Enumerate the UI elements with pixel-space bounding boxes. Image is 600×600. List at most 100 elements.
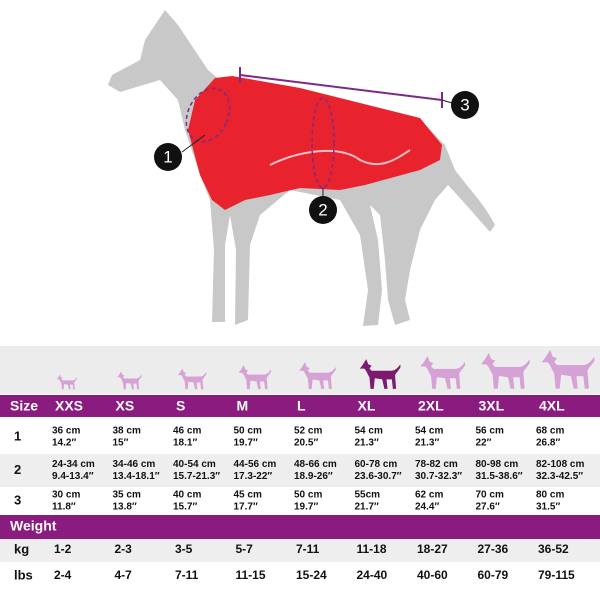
cell-cm: 50 cm [294, 490, 322, 501]
weight-cell: 36-52 [538, 542, 569, 556]
row-label: kg [14, 541, 29, 556]
dog-coat [188, 76, 442, 210]
cell-cm: 30 cm [52, 490, 80, 501]
header-bar [0, 395, 600, 417]
row-label: 2 [14, 462, 21, 477]
cell-cm: 62 cm [415, 490, 443, 501]
cell-cm: 78-82 cm [415, 459, 458, 470]
cell-cm: 40-54 cm [173, 459, 216, 470]
weight-cell: 1-2 [54, 542, 72, 556]
size-label: 3XL [479, 398, 505, 414]
cell-inch: 13.8″ [113, 502, 137, 513]
cell-cm: 70 cm [476, 490, 504, 501]
cell-inch: 24.4″ [415, 502, 439, 513]
weight-cell: 79-115 [538, 568, 575, 582]
row-label: lbs [14, 567, 33, 582]
cell-inch: 9.4-13.4″ [52, 471, 94, 482]
size-label: XS [116, 398, 135, 414]
row-bg [0, 454, 600, 487]
cell-cm: 45 cm [234, 490, 262, 501]
leader-line [441, 99, 453, 104]
row-bg [0, 562, 600, 585]
weight-cell: 4-7 [115, 568, 133, 582]
cell-inch: 19.7″ [234, 438, 258, 449]
cell-inch: 31.5″ [536, 502, 560, 513]
cell-inch: 22″ [476, 438, 492, 449]
cell-cm: 54 cm [415, 426, 443, 437]
row-bg [0, 539, 600, 562]
cell-inch: 30.7-32.3″ [415, 471, 462, 482]
cell-inch: 21.3″ [355, 438, 379, 449]
cell-cm: 50 cm [234, 426, 262, 437]
cell-inch: 31.5-38.6″ [476, 471, 523, 482]
cell-cm: 52 cm [294, 426, 322, 437]
header-label: Size [10, 398, 38, 414]
weight-cell: 24-40 [357, 568, 388, 582]
cell-cm: 60-78 cm [355, 459, 398, 470]
cell-cm: 56 cm [476, 426, 504, 437]
size-label: 4XL [539, 398, 565, 414]
dog-illustration: 1 2 3 [108, 10, 495, 326]
cell-inch: 11.8″ [52, 502, 76, 513]
weight-cell: 15-24 [296, 568, 327, 582]
cell-cm: 54 cm [355, 426, 383, 437]
cell-inch: 18.9-26″ [294, 471, 333, 482]
row-label: 3 [14, 492, 21, 507]
weight-cell: 2-3 [115, 542, 133, 556]
cell-inch: 14.2″ [52, 438, 76, 449]
cell-cm: 36 cm [52, 426, 80, 437]
size-label: 2XL [418, 398, 444, 414]
marker-badge [309, 196, 337, 224]
row-label: 1 [14, 428, 21, 443]
weight-cell: 11-15 [236, 568, 266, 582]
cell-inch: 17.7″ [234, 502, 258, 513]
weight-cell: 3-5 [175, 542, 193, 556]
weight-cell: 7-11 [296, 542, 320, 556]
cell-cm: 82-108 cm [536, 459, 584, 470]
cell-cm: 40 cm [173, 490, 201, 501]
cell-inch: 19.7″ [294, 502, 318, 513]
cell-cm: 38 cm [113, 426, 141, 437]
cell-inch: 27.6″ [476, 502, 500, 513]
cell-inch: 21.7″ [355, 502, 379, 513]
size-label: XXS [55, 398, 83, 414]
weight-cell: 27-36 [478, 542, 509, 556]
marker-label: 3 [460, 95, 469, 114]
cell-inch: 32.3-42.5″ [536, 471, 583, 482]
size-label: XL [358, 398, 376, 414]
row-bg [0, 487, 600, 515]
cell-cm: 80-98 cm [476, 459, 519, 470]
header-bar [0, 515, 600, 539]
chest-measure [311, 97, 335, 189]
weight-cell: 18-27 [417, 542, 448, 556]
cell-inch: 17.3-22″ [234, 471, 273, 482]
cell-inch: 20.5″ [294, 438, 318, 449]
cell-cm: 48-66 cm [294, 459, 337, 470]
cell-cm: 24-34 cm [52, 459, 95, 470]
cell-cm: 46 cm [173, 426, 201, 437]
size-label: S [176, 398, 185, 414]
marker-badge [451, 91, 479, 119]
cell-cm: 34-46 cm [113, 459, 156, 470]
row-bg [0, 420, 600, 454]
cell-inch: 13.4-18.1″ [113, 471, 160, 482]
cell-inch: 26.8″ [536, 438, 560, 449]
weight-cell: 11-18 [357, 542, 387, 556]
cell-inch: 15″ [113, 438, 129, 449]
size-label: M [237, 398, 249, 414]
coat-trim [269, 149, 411, 166]
header-label: Weight [10, 518, 57, 534]
weight-cell: 5-7 [236, 542, 254, 556]
cell-cm: 55cm [355, 490, 381, 501]
weight-cell: 2-4 [54, 568, 72, 582]
cell-inch: 15.7-21.3″ [173, 471, 220, 482]
cell-inch: 23.6-30.7″ [355, 471, 402, 482]
cell-cm: 80 cm [536, 490, 564, 501]
marker-label: 1 [163, 147, 172, 166]
cell-inch: 18.1″ [173, 438, 197, 449]
cell-cm: 35 cm [113, 490, 141, 501]
cell-cm: 44-56 cm [234, 459, 277, 470]
weight-cell: 40-60 [417, 568, 448, 582]
